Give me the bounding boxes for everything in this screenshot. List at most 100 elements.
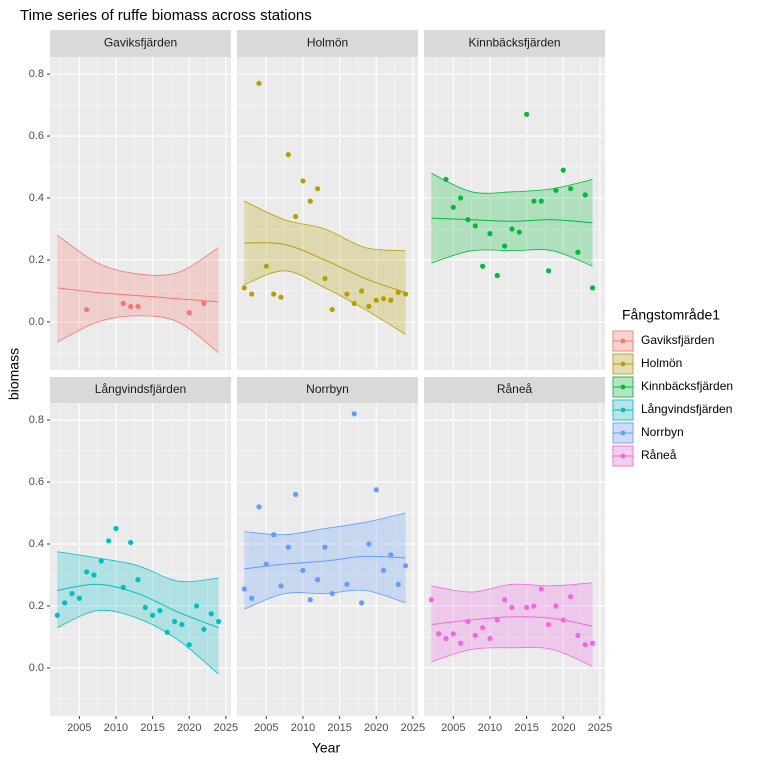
data-point (509, 226, 515, 232)
data-point (553, 187, 559, 193)
data-point (531, 198, 537, 204)
x-tick-label: 2010 (104, 722, 128, 734)
data-point (98, 558, 104, 564)
band-lower (244, 589, 406, 610)
data-point (443, 176, 449, 183)
legend-label: Norrbyn (641, 425, 684, 439)
confidence-band (57, 551, 219, 675)
data-point (344, 581, 350, 587)
data-point (589, 285, 596, 291)
y-tick-label: 0.8 (29, 414, 44, 426)
x-tick-label: 2020 (177, 722, 201, 734)
data-point (428, 597, 434, 603)
data-point (186, 642, 192, 648)
strip (424, 30, 605, 57)
data-point (315, 186, 321, 192)
strip-label: Gaviksfjärden (104, 36, 177, 50)
legend-item: Holmön (612, 353, 682, 375)
data-point (373, 487, 379, 493)
data-point (201, 626, 207, 632)
y-tick-label: 0.0 (29, 662, 44, 674)
data-point (380, 296, 387, 302)
panel-marks (54, 525, 222, 675)
data-point (545, 621, 552, 628)
data-point (373, 297, 379, 303)
data-point (241, 586, 247, 592)
data-point (263, 263, 269, 269)
data-point (358, 600, 365, 606)
data-point (458, 640, 464, 646)
data-point (307, 597, 313, 603)
legend-key-point (620, 453, 626, 459)
panel-marks (428, 582, 596, 667)
strip (50, 377, 231, 403)
band-lower (57, 315, 219, 354)
y-tick-label: 0.0 (29, 316, 44, 328)
band-lower (431, 647, 593, 667)
data-point (69, 590, 75, 597)
legend-item: Kinnbäcksfjärden (612, 376, 733, 398)
x-tick-label: 2025 (401, 722, 425, 734)
data-point (494, 272, 500, 279)
strip-label: Holmön (307, 36, 348, 50)
data-point (91, 572, 97, 578)
data-point (263, 561, 269, 567)
legend-key-point (620, 407, 626, 413)
data-point (516, 229, 522, 235)
data-point (179, 621, 185, 628)
data-point (487, 231, 493, 237)
data-point (502, 597, 508, 603)
x-tick-label: 2020 (551, 722, 575, 734)
data-point (472, 632, 478, 639)
x-axis-label: Year (312, 740, 341, 756)
data-point (560, 617, 566, 623)
data-point (142, 604, 148, 611)
data-point (135, 577, 141, 583)
fit-line (431, 217, 593, 224)
data-point (480, 625, 486, 631)
y-tick-label: 0.8 (29, 68, 44, 80)
band-upper (57, 551, 219, 583)
band-upper (431, 172, 593, 194)
data-point (271, 532, 277, 538)
data-point (582, 192, 588, 198)
data-point (186, 310, 192, 316)
fit-line (244, 242, 406, 293)
facet-panel: Långvindsfjärden 0.0 0.2 0.4 0.6 0.8 2005 2010 2… (29, 377, 238, 734)
strip-label: Kinnbäcksfjärden (468, 36, 560, 50)
band-upper (57, 234, 219, 276)
data-point (293, 491, 299, 498)
y-tick-label: 0.6 (29, 130, 44, 142)
chart-title: Time series of ruffe biomass across stat… (20, 7, 312, 24)
data-point (84, 306, 90, 313)
data-point (54, 612, 60, 618)
panel-marks (57, 234, 219, 354)
data-point (395, 289, 401, 296)
legend-label: Råneå (641, 448, 677, 462)
data-point (113, 525, 119, 532)
strip (237, 30, 418, 57)
legend-label: Holmön (641, 356, 682, 370)
x-tick-label: 2015 (140, 722, 164, 734)
legend-key-point (620, 384, 626, 390)
x-tick-label: 2010 (291, 722, 315, 734)
data-point (157, 608, 163, 614)
data-point (76, 595, 82, 601)
x-tick-label: 2025 (214, 722, 238, 734)
data-point (545, 268, 552, 274)
facet-panel: Norrbyn 2005 2010 2015 2020 2025 (237, 377, 425, 734)
y-tick-label: 0.4 (29, 192, 44, 204)
data-point (531, 603, 537, 609)
data-point (450, 204, 456, 210)
data-point (249, 291, 255, 297)
data-point (494, 617, 500, 623)
data-point (120, 584, 126, 590)
legend-title: Fångstområde1 (622, 307, 720, 323)
facet-panel: Holmön (237, 30, 418, 370)
data-point (465, 217, 471, 223)
legend-key-point (620, 338, 626, 344)
data-point (589, 640, 596, 646)
data-point (249, 595, 255, 601)
data-point (575, 632, 581, 639)
